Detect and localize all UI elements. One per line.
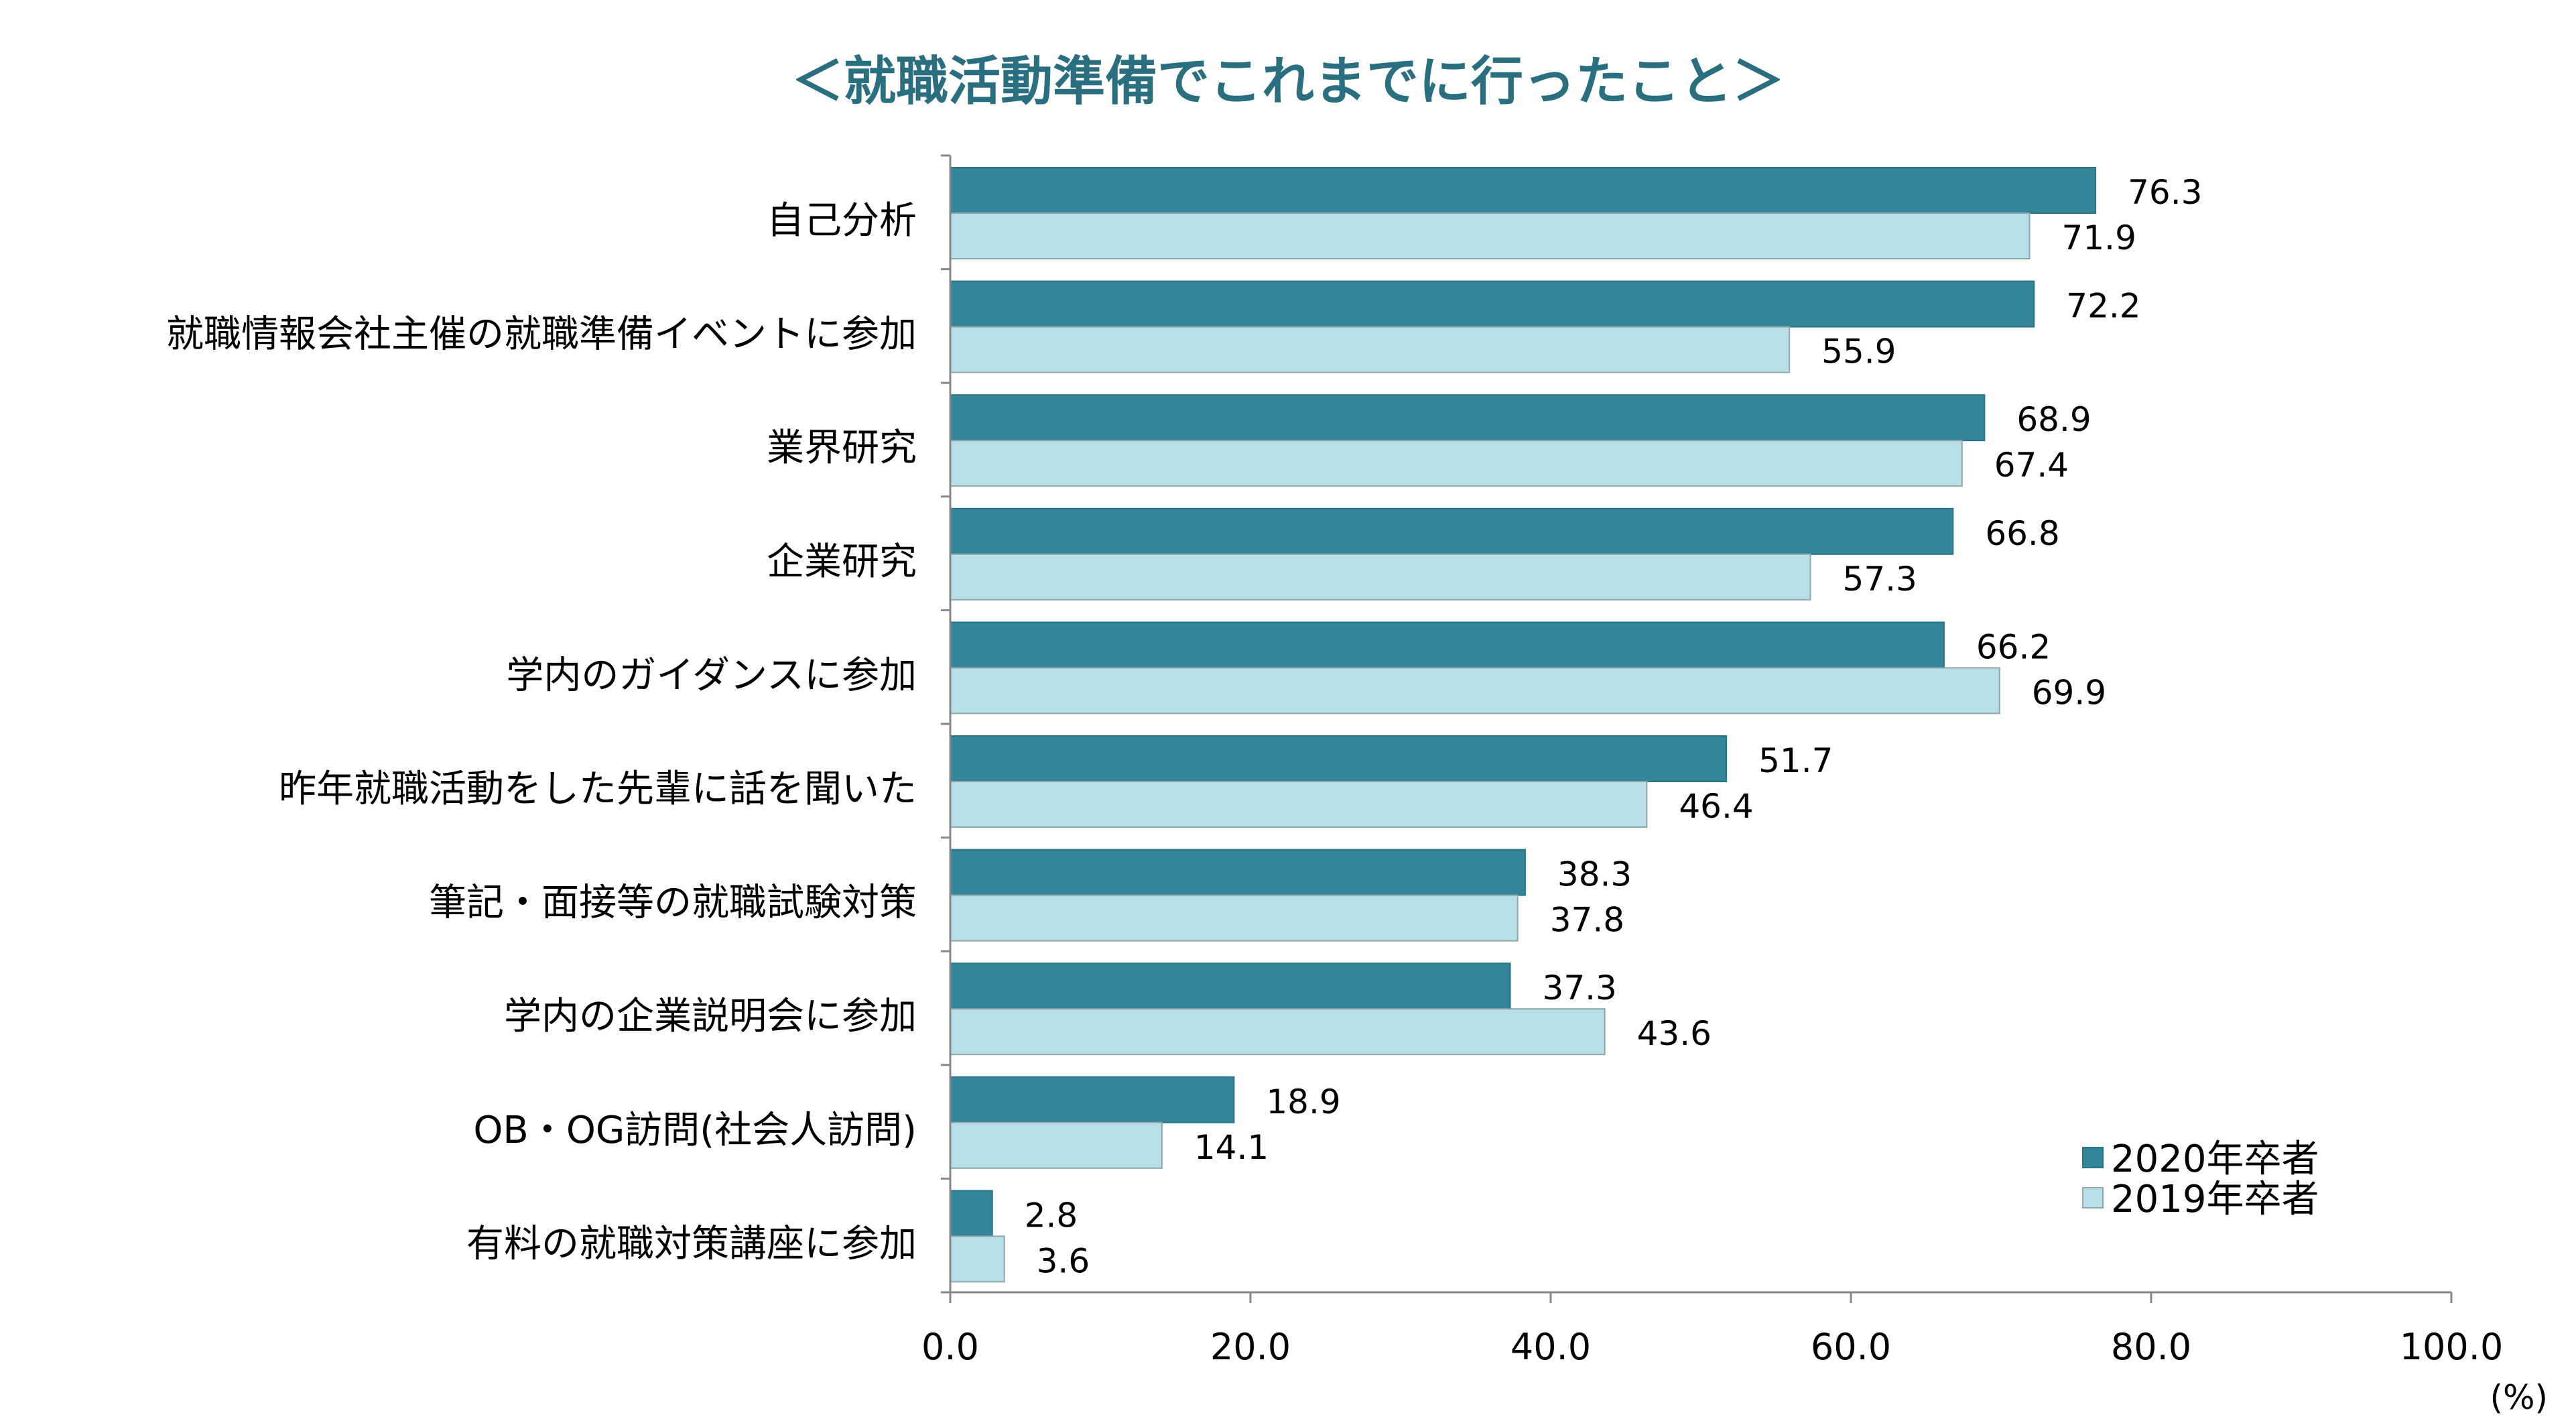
category-label-7: 学内の企業説明会に参加 — [504, 995, 917, 1038]
value-label-2019-4: 69.9 — [2032, 673, 2106, 712]
bar-2020-0 — [950, 167, 2097, 214]
category-label-1: 就職情報会社主催の就職準備イベントに参加 — [166, 313, 917, 357]
value-label-2019-5: 46.4 — [1679, 787, 1753, 826]
value-label-2020-8: 18.9 — [1266, 1082, 1340, 1121]
bar-2020-1 — [950, 280, 2035, 328]
value-label-2020-9: 2.8 — [1025, 1196, 1078, 1235]
category-label-0: 自己分析 — [767, 199, 917, 243]
legend-label-2020: 2020年卒者 — [2111, 1137, 2319, 1181]
bar-2019-8 — [950, 1121, 1163, 1169]
legend-swatch-2019 — [2082, 1187, 2104, 1209]
plot-area: 76.3 71.9 自己分析 72.2 55.9 就職情報会社主催の就職準備イベントに参加… — [166, 154, 2504, 1368]
bar-2019-3 — [950, 553, 1811, 601]
x-tick-label-0: 0.0 — [921, 1326, 979, 1368]
value-label-2020-0: 76.3 — [2128, 173, 2202, 212]
bar-2020-9 — [950, 1190, 993, 1237]
category-label-3: 企業研究 — [767, 540, 917, 584]
value-label-2019-8: 14.1 — [1194, 1128, 1269, 1167]
value-label-2020-1: 72.2 — [2066, 287, 2140, 326]
bar-2020-6 — [950, 849, 1526, 896]
x-tick-label-1: 20.0 — [1210, 1326, 1291, 1368]
bar-2020-3 — [950, 507, 1954, 555]
category-label-2: 業界研究 — [767, 426, 917, 470]
category-label-9: 有料の就職対策講座に参加 — [466, 1222, 917, 1265]
bar-2020-5 — [950, 735, 1728, 782]
bar-2019-1 — [950, 326, 1791, 373]
bar-2019-9 — [950, 1235, 1005, 1283]
value-label-2020-6: 38.3 — [1557, 855, 1632, 894]
value-label-2019-6: 37.8 — [1550, 901, 1624, 940]
value-label-2020-5: 51.7 — [1758, 741, 1833, 780]
bar-2020-8 — [950, 1076, 1235, 1123]
value-label-2020-2: 68.9 — [2016, 400, 2091, 439]
category-label-8: OB・OG訪問(社会人訪問) — [473, 1109, 917, 1152]
category-label-6: 筆記・面接等の就職試験対策 — [429, 881, 917, 925]
value-label-2020-3: 66.8 — [1985, 514, 2059, 553]
x-tick-label-4: 80.0 — [2111, 1326, 2191, 1368]
bar-2020-4 — [950, 621, 1945, 669]
x-axis-unit-label: (%) — [2490, 1378, 2548, 1417]
bar-2019-0 — [950, 212, 2031, 259]
x-tick-label-3: 60.0 — [1811, 1326, 1891, 1368]
value-label-2019-0: 71.9 — [2062, 219, 2136, 257]
value-label-2020-7: 37.3 — [1543, 969, 1617, 1007]
legend-swatch-2020 — [2082, 1147, 2104, 1168]
category-label-4: 学内のガイダンスに参加 — [506, 654, 917, 697]
category-label-5: 昨年就職活動をした先輩に話を聞いた — [279, 767, 917, 811]
x-tick-label-5: 100.0 — [2400, 1326, 2504, 1368]
value-label-2019-3: 57.3 — [1843, 560, 1917, 599]
bar-2020-7 — [950, 963, 1511, 1010]
bar-2019-6 — [950, 894, 1519, 942]
bar-2020-2 — [950, 394, 1986, 442]
legend-label-2019: 2019年卒者 — [2111, 1178, 2319, 1221]
value-label-2020-4: 66.2 — [1976, 627, 2051, 666]
value-label-2019-9: 3.6 — [1037, 1241, 1090, 1280]
bar-2019-7 — [950, 1008, 1606, 1056]
value-label-2019-2: 67.4 — [1994, 446, 2069, 485]
bar-2019-4 — [950, 667, 2000, 715]
bar-2019-5 — [950, 781, 1648, 828]
x-tick-label-2: 40.0 — [1510, 1326, 1591, 1368]
value-label-2019-1: 55.9 — [1821, 332, 1896, 371]
value-label-2019-7: 43.6 — [1637, 1014, 1712, 1053]
chart-title: ＜就職活動準備でこれまでに行ったこと＞ — [791, 52, 1785, 112]
bar-2019-2 — [950, 440, 1963, 487]
